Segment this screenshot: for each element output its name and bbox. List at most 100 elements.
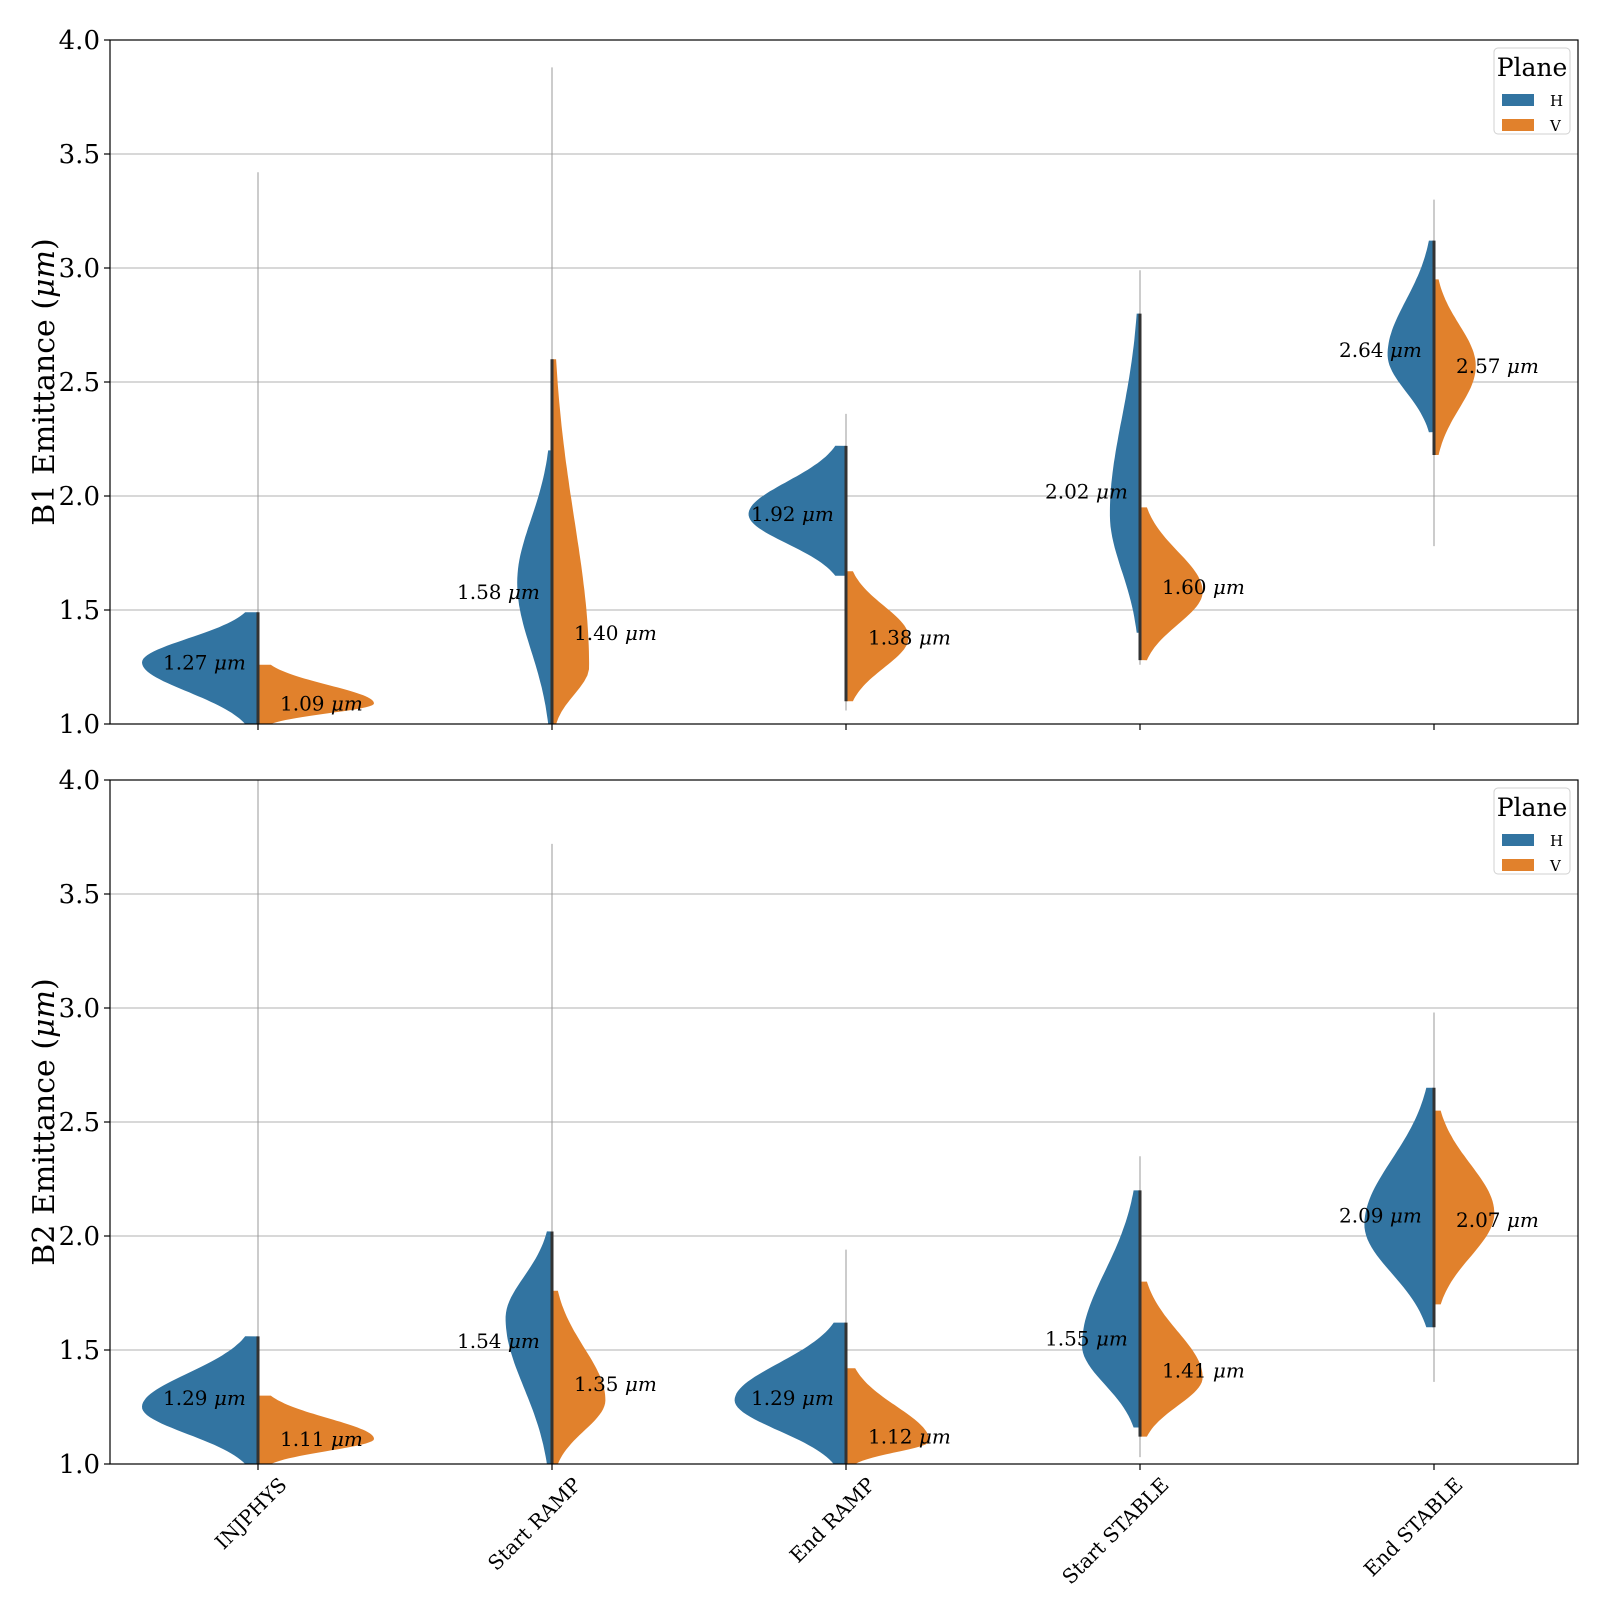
y-tick-label: 4.0	[59, 26, 100, 56]
median-value: 2.02	[1045, 479, 1090, 503]
median-label-H: 1.29 μm	[163, 1386, 246, 1410]
median-value: 1.12	[868, 1425, 913, 1449]
violin-half-V	[258, 664, 374, 724]
violin-half-H	[142, 612, 258, 724]
legend: Plane HV	[1493, 47, 1571, 135]
median-value: 2.07	[1456, 1208, 1501, 1232]
violin-4: 2.02 μm1.60 μm	[1045, 270, 1245, 665]
y-tick-label: 2.0	[59, 482, 100, 512]
violin-half-V	[846, 1368, 930, 1464]
median-value: 1.55	[1045, 1327, 1090, 1351]
median-value: 2.57	[1456, 354, 1501, 378]
legend-title: Plane	[1497, 793, 1568, 822]
violin-half-H	[505, 1231, 552, 1464]
median-value: 1.09	[280, 691, 325, 715]
y-axis-label-close: )	[27, 238, 62, 250]
median-label-H: 1.54 μm	[457, 1329, 540, 1353]
violin-2: 1.54 μm1.35 μm	[457, 843, 657, 1464]
median-value: 1.54	[457, 1329, 502, 1353]
violin-half-H	[1109, 313, 1140, 633]
median-unit: μm	[1207, 575, 1245, 599]
median-unit: μm	[913, 1425, 951, 1449]
y-axis-label: B1 Emittance (μm)	[27, 238, 62, 525]
violin-half-H	[1082, 1190, 1140, 1428]
legend: Plane HV	[1493, 787, 1571, 875]
median-unit: μm	[325, 691, 363, 715]
legend-entry-H: H	[1550, 92, 1563, 110]
median-value: 1.35	[574, 1372, 619, 1396]
median-label-V: 2.57 μm	[1456, 354, 1539, 378]
median-unit: μm	[913, 625, 951, 649]
median-label-V: 1.40 μm	[574, 621, 657, 645]
median-unit: μm	[1207, 1359, 1245, 1383]
violin-1: 1.29 μm1.11 μm	[142, 780, 374, 1464]
median-unit: μm	[619, 1372, 657, 1396]
x-category-label: Start RAMP	[483, 1473, 586, 1576]
violin-half-H	[1387, 240, 1434, 433]
violin-half-H	[748, 445, 846, 576]
median-value: 1.27	[163, 650, 208, 674]
legend-swatch-H	[1502, 94, 1534, 106]
median-value: 1.38	[868, 625, 913, 649]
median-value: 1.40	[574, 621, 619, 645]
median-label-V: 2.07 μm	[1456, 1208, 1539, 1232]
violin-half-H	[1364, 1087, 1434, 1328]
legend-entry-V: V	[1549, 117, 1562, 135]
violin-half-H	[517, 450, 552, 724]
median-label-H: 2.09 μm	[1339, 1203, 1422, 1227]
y-tick-label: 4.0	[59, 766, 100, 796]
median-unit: μm	[502, 1329, 540, 1353]
plot-frame	[109, 39, 1579, 725]
y-tick-label: 3.0	[59, 254, 100, 284]
y-tick-label: 1.0	[59, 710, 100, 740]
violin-half-V	[1434, 279, 1476, 455]
violin-3: 1.29 μm 1.12 μm	[734, 1249, 951, 1464]
y-tick-label: 2.0	[59, 1222, 100, 1252]
y-axis-label-unit: μm	[27, 990, 62, 1038]
median-value: 1.11	[280, 1427, 325, 1451]
y-axis-label-unit: μm	[27, 250, 62, 298]
median-unit: μm	[1501, 354, 1539, 378]
median-unit: μm	[1501, 1208, 1539, 1232]
chart-panel-1: 1.01.52.02.53.03.54.0B1 Emittance (μm)1.…	[27, 26, 1579, 740]
legend-entry-H: H	[1550, 832, 1563, 850]
violin-half-V	[1140, 507, 1203, 661]
violin-half-V	[258, 1395, 374, 1464]
legend-frame	[1493, 787, 1571, 875]
median-label-V: 1.12 μm	[868, 1425, 951, 1449]
y-tick-label: 3.5	[59, 880, 100, 910]
x-category-label: Start STABLE	[1057, 1473, 1173, 1589]
x-category-label: End STABLE	[1359, 1473, 1468, 1582]
violin-half-V	[552, 1290, 606, 1464]
y-axis-label-main: B1 Emittance (	[27, 298, 62, 526]
median-value: 1.41	[1162, 1359, 1207, 1383]
median-label-H: 2.64 μm	[1339, 338, 1422, 362]
median-label-H: 1.92 μm	[751, 502, 834, 526]
median-unit: μm	[1384, 1203, 1422, 1227]
chart-panel-2: 1.01.52.02.53.03.54.0B2 Emittance (μm)1.…	[27, 766, 1579, 1589]
median-unit: μm	[1090, 479, 1128, 503]
y-axis-label-main: B2 Emittance (	[27, 1038, 62, 1266]
legend-entry-V: V	[1549, 857, 1562, 875]
y-tick-label: 3.5	[59, 140, 100, 170]
median-label-H: 1.27 μm	[163, 650, 246, 674]
median-unit: μm	[208, 650, 246, 674]
legend-title: Plane	[1497, 53, 1568, 82]
median-unit: μm	[796, 1386, 834, 1410]
violin-half-V	[1434, 1110, 1495, 1305]
y-tick-label: 3.0	[59, 994, 100, 1024]
y-axis-label: B2 Emittance (μm)	[27, 978, 62, 1265]
y-axis-label-close: )	[27, 978, 62, 990]
median-label-V: 1.38 μm	[868, 625, 951, 649]
legend-swatch-V	[1502, 119, 1534, 131]
median-unit: μm	[502, 580, 540, 604]
violin-5: 2.09 μm 2.07 μm	[1339, 1012, 1539, 1382]
median-unit: μm	[796, 502, 834, 526]
median-label-H: 1.29 μm	[751, 1386, 834, 1410]
plot-frame	[109, 779, 1579, 1465]
median-value: 2.64	[1339, 338, 1384, 362]
median-value: 1.92	[751, 502, 796, 526]
legend-swatch-H	[1502, 834, 1534, 846]
violin-half-H	[734, 1322, 846, 1464]
